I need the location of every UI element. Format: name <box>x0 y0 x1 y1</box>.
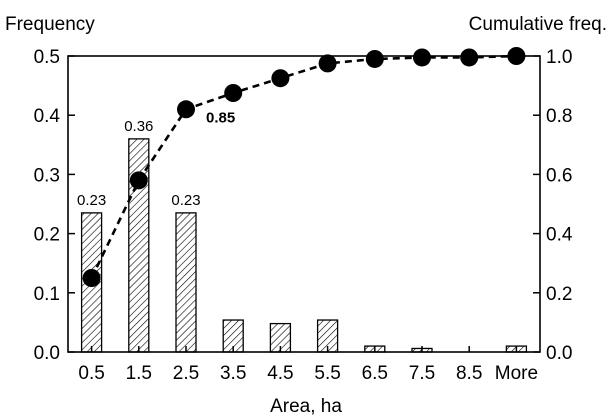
bar-data-label: 0.23 <box>171 192 200 209</box>
left-tick-label: 0.4 <box>34 106 61 127</box>
right-axis-title: Cumulative freq. <box>469 14 607 35</box>
right-tick-label: 1.0 <box>546 47 572 68</box>
x-tick-label: 8.5 <box>456 363 482 384</box>
right-tick-label: 0.6 <box>546 165 572 186</box>
cumulative-point <box>460 48 479 67</box>
cumulative-point <box>129 171 148 190</box>
cumulative-line <box>90 54 517 279</box>
x-tick-label: More <box>495 363 538 384</box>
cumulative-point <box>318 54 337 73</box>
x-tick-label: 5.5 <box>314 363 340 384</box>
x-tick-label: 0.5 <box>78 363 104 384</box>
bar-data-label: 0.23 <box>77 192 106 209</box>
cumulative-point <box>177 100 195 119</box>
x-tick-label: 6.5 <box>362 363 388 384</box>
left-tick-label: 0.5 <box>34 47 60 68</box>
x-tick-label: 7.5 <box>409 363 435 384</box>
cumulative-point <box>224 84 243 102</box>
cumulative-point <box>507 47 526 65</box>
cumulative-point <box>271 69 290 88</box>
right-tick-label: 0.0 <box>546 343 572 364</box>
left-tick-label: 0.2 <box>34 225 60 246</box>
x-tick-label: 4.5 <box>267 363 293 384</box>
right-tick-label: 0.4 <box>546 225 573 246</box>
x-tick-label: 1.5 <box>126 363 152 384</box>
bar-data-label: 0.36 <box>124 118 153 135</box>
left-tick-label: 0.3 <box>34 165 60 186</box>
right-tick-label: 0.8 <box>546 106 572 127</box>
x-axis-title: Area, ha <box>270 396 342 417</box>
cumulative-line-layer <box>82 47 526 287</box>
cumulative-annotation: 0.85 <box>206 109 235 126</box>
plot-frame <box>67 55 541 353</box>
bars-layer <box>80 138 528 353</box>
left-tick-label: 0.1 <box>34 284 60 305</box>
cumulative-point <box>413 48 431 67</box>
cumulative-point <box>82 269 101 287</box>
x-tick-label: 3.5 <box>220 363 246 384</box>
axes-layer: 0.0 0.1 0.2 0.3 0.4 0.5 0.0 0.2 0.4 0.6 0.8 1.0 0.5 1… <box>34 47 573 384</box>
right-tick-label: 0.2 <box>546 284 572 305</box>
cumulative-point <box>365 49 384 68</box>
left-axis-title: Frequency <box>5 14 95 35</box>
x-tick-label: 2.5 <box>173 363 199 384</box>
left-tick-label: 0.0 <box>34 343 60 364</box>
labels-layer: 0.23 0.36 0.23 0.85 <box>77 109 235 209</box>
bar <box>175 212 197 353</box>
